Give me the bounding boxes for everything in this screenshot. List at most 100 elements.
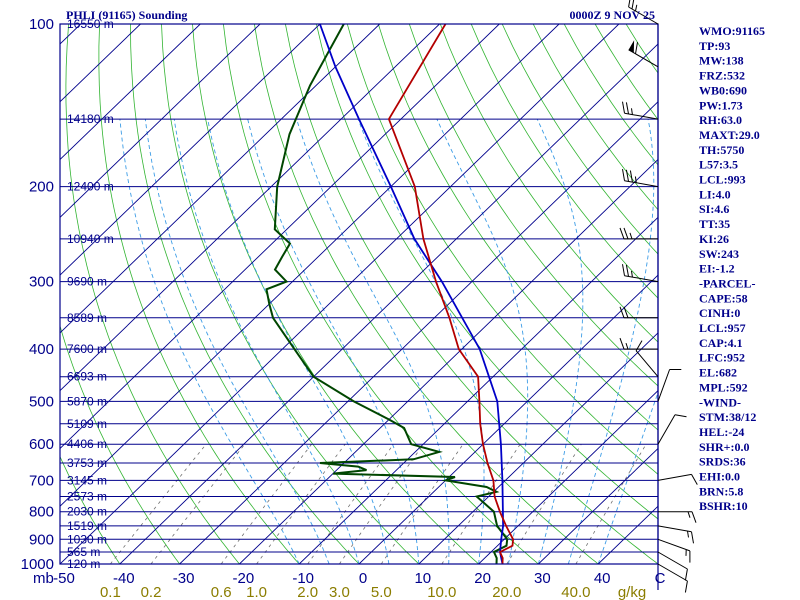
barb-pennant: [628, 40, 635, 53]
isotherms: [0, 24, 658, 564]
height-label: 3145 m: [67, 473, 107, 487]
pressure-label: 500: [29, 393, 54, 410]
barb-flag: [684, 568, 688, 581]
barb-half-flag: [629, 232, 633, 240]
isotherm: [0, 24, 21, 564]
wind-barb: [657, 538, 691, 563]
profiles: [265, 24, 515, 564]
index-item: RH:63.0: [699, 113, 742, 127]
barb-half-flag: [631, 108, 633, 115]
title-station: PHLI (91165) Sounding: [66, 8, 187, 22]
moist-adiabat: [207, 119, 390, 564]
wind-barb: [622, 169, 659, 188]
barb-staff: [657, 525, 692, 533]
barb-flag: [622, 169, 625, 181]
dry-adiabat: [223, 24, 539, 564]
index-item: TT:35: [699, 217, 730, 231]
barb-flag: [691, 474, 698, 485]
barb-flag: [619, 227, 625, 240]
height-label: 5109 m: [67, 417, 107, 431]
index-item: PW:1.73: [699, 98, 743, 112]
mixing-ratio-label: 0.2: [141, 584, 162, 600]
index-item: EL:682: [699, 366, 737, 380]
index-item: BSHR:10: [699, 499, 748, 513]
mixing-ratio-label: 5.0: [371, 584, 392, 600]
barb-flag: [691, 511, 697, 523]
dry-adiabat: [501, 24, 658, 255]
pressure-label: 900: [29, 531, 54, 548]
barb-flag: [623, 306, 629, 318]
moist-adiabat: [567, 119, 655, 564]
height-label: 10940 m: [67, 232, 114, 246]
isotherm: [60, 24, 201, 161]
moist-adiabat: [144, 119, 330, 564]
isotherm: [60, 24, 261, 218]
pressure-label: 700: [29, 472, 54, 489]
index-item: CAP:4.1: [699, 336, 743, 350]
index-item: LCL:993: [699, 173, 746, 187]
height-label: 5870 m: [67, 394, 107, 408]
dry-adiabat: [532, 24, 658, 211]
wind-barb: [658, 511, 697, 523]
barb-flag: [674, 414, 687, 418]
mixing-ratio-label: 20.0: [492, 584, 521, 600]
height-label: 16550 m: [67, 17, 114, 31]
plot-frame: [59, 23, 659, 590]
barb-staff: [657, 369, 671, 402]
temp-tick-label: -40: [113, 570, 135, 587]
barb-flag: [631, 0, 635, 10]
barb-flag: [628, 0, 631, 8]
temp-tick-label: C: [655, 570, 666, 587]
height-label: 14180 m: [67, 112, 114, 126]
barb-flag: [625, 102, 629, 114]
temp-tick-label: 30: [534, 570, 551, 587]
mixing-ratio-lines: [110, 443, 647, 564]
height-label: 6693 m: [67, 370, 107, 384]
index-item: BRN:5.8: [699, 484, 743, 498]
isotherm: [538, 447, 658, 564]
barb-flag: [684, 580, 688, 593]
mixing-ratio-line: [220, 443, 312, 564]
barb-half-flag: [635, 4, 638, 12]
index-item: SW:243: [699, 247, 739, 261]
isotherm: [478, 390, 658, 564]
isotherm: [239, 158, 658, 564]
barb-flag: [622, 101, 625, 114]
height-label: 9690 m: [67, 275, 107, 289]
index-item: SI:4.6: [699, 202, 729, 216]
moist-adiabat: [247, 118, 420, 564]
index-item: -WIND-: [699, 395, 741, 409]
height-label: 2573 m: [67, 490, 107, 504]
index-item: WB0:690: [699, 83, 747, 97]
temp-tick-label: 10: [414, 570, 431, 587]
pressure-label: 1000: [21, 556, 54, 573]
index-item: CAPE:58: [699, 291, 748, 305]
index-item: FRZ:532: [699, 69, 745, 83]
temp-tick-label: 40: [594, 570, 611, 587]
height-label: 8589 m: [67, 311, 107, 325]
barb-staff: [628, 49, 659, 68]
index-item: TP:93: [699, 39, 730, 53]
index-item: EHI:0.0: [699, 470, 740, 484]
moist-adiabat: [119, 119, 300, 564]
height-label: 1030 m: [67, 532, 107, 546]
isotherm: [60, 24, 560, 507]
wind-barb: [657, 551, 688, 581]
barb-staff: [657, 563, 688, 582]
index-item: SHR+:0.0: [699, 440, 750, 454]
barb-staff: [635, 350, 659, 378]
barb-staff: [657, 414, 676, 445]
mixing-ratio-line: [110, 443, 207, 564]
moist-adiabat: [357, 118, 485, 564]
barb-flag: [619, 337, 625, 350]
dry-adiabats: [60, 24, 658, 564]
dry-adiabat: [285, 24, 658, 564]
pressure-label: 300: [29, 274, 54, 291]
height-label: 565 m: [67, 545, 100, 559]
wind-barb: [619, 337, 658, 350]
index-item: WMO:91165: [699, 24, 765, 38]
barb-half-flag: [687, 511, 691, 518]
index-item: MPL:592: [699, 380, 748, 394]
dry-adiabat: [470, 24, 658, 299]
